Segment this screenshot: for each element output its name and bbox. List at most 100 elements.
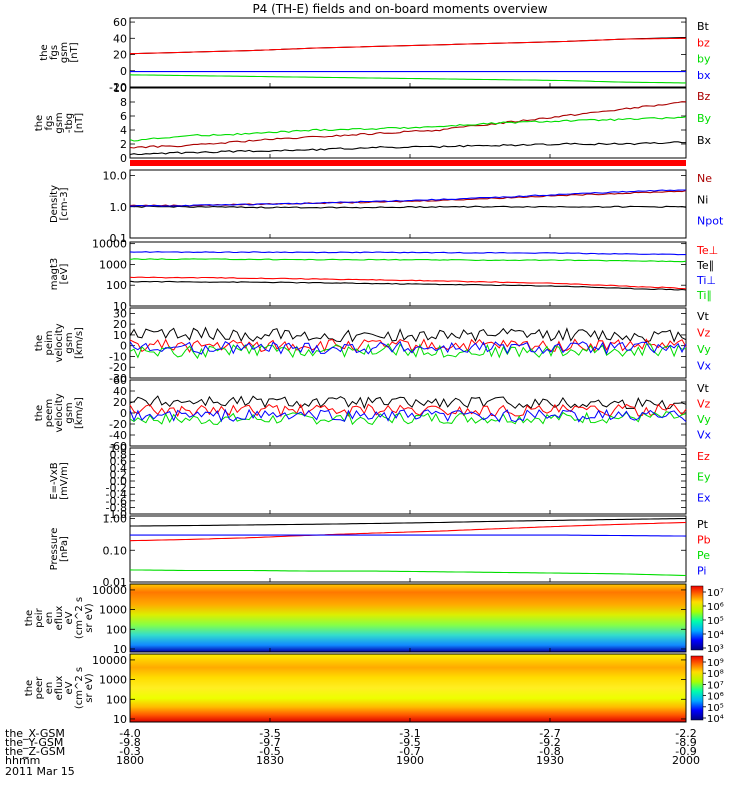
colorbar-tick-label: 10⁷ bbox=[707, 680, 724, 691]
legend-Ez: Ez bbox=[697, 450, 710, 463]
y-axis-label: thefgsgsm-tbg[nT] bbox=[34, 112, 85, 133]
y-tick-label: -10 bbox=[109, 350, 127, 363]
y-axis-label: Pressure[nPa] bbox=[49, 528, 70, 571]
y-tick-label: 0.01 bbox=[103, 576, 128, 589]
xgsm-val-1: -3.5 bbox=[259, 727, 280, 740]
xgsm-val-4: -2.2 bbox=[675, 727, 696, 740]
flag-bar bbox=[130, 160, 686, 166]
legend-Te⊥: Te⊥ bbox=[696, 244, 718, 257]
series-Bz bbox=[129, 101, 687, 149]
y-tick-label: 1.0 bbox=[110, 201, 128, 214]
y-tick-label: -30 bbox=[109, 372, 127, 385]
y-tick-label: 0 bbox=[120, 340, 127, 353]
x-row-label-xgsm: the_X-GSM bbox=[5, 727, 65, 740]
y-tick-label: 1000 bbox=[99, 258, 127, 271]
y-tick-label: 1000 bbox=[99, 674, 127, 687]
series-Ni bbox=[129, 205, 687, 209]
ygsm-val-0: -9.8 bbox=[119, 736, 140, 749]
legend-Vt: Vt bbox=[697, 382, 710, 395]
legend-by: by bbox=[697, 53, 711, 66]
series-Vy bbox=[129, 411, 687, 426]
zgsm-val-3: -0.8 bbox=[539, 745, 560, 758]
legend-By: By bbox=[697, 112, 712, 125]
y-axis-label: Density[cm-3] bbox=[49, 185, 70, 223]
series-Npot bbox=[130, 189, 687, 207]
y-tick-label: 0 bbox=[120, 152, 127, 165]
panels: 6040200-20thefgsgsm[nT]Btbzbybx1086420th… bbox=[24, 16, 724, 726]
colorbar-tick-label: 10⁴ bbox=[707, 714, 724, 725]
footer-date: 2011 Mar 15 bbox=[5, 765, 75, 778]
series-Vt bbox=[129, 326, 687, 343]
series-Ti∥ bbox=[129, 258, 687, 263]
x-row-label-ygsm: the_Y-GSM bbox=[5, 736, 63, 749]
y-tick-label: 8 bbox=[120, 96, 127, 109]
legend-Te∥: Te∥ bbox=[696, 259, 714, 272]
y-tick-label: 60 bbox=[113, 374, 127, 387]
hhmm-val-2: 1900 bbox=[396, 754, 424, 767]
series-Pi bbox=[130, 534, 687, 537]
legend-Bx: Bx bbox=[697, 134, 712, 147]
legend-Ti∥: Ti∥ bbox=[696, 289, 712, 302]
series-Bx bbox=[129, 141, 686, 156]
y-tick-label: 0.8 bbox=[110, 449, 128, 462]
legend-Ne: Ne bbox=[697, 172, 712, 185]
y-axis-label: thepeerenefluxeV(cm^2 ssr eV) bbox=[24, 667, 95, 709]
legend-Bz: Bz bbox=[697, 90, 711, 103]
series-Te∥ bbox=[129, 280, 687, 291]
colorbar-tick-label: 10⁹ bbox=[707, 658, 724, 669]
legend-Ti⊥: Ti⊥ bbox=[696, 274, 716, 287]
y-tick-label: 1000 bbox=[99, 604, 127, 617]
figure-title: P4 (TH-E) fields and on-board moments ov… bbox=[252, 2, 547, 16]
y-tick-label: 0.10 bbox=[103, 544, 128, 557]
y-tick-label: -0.4 bbox=[106, 488, 127, 501]
legend-Vz: Vz bbox=[697, 398, 711, 411]
zgsm-val-1: -0.5 bbox=[259, 745, 280, 758]
legend-Pb: Pb bbox=[697, 534, 711, 547]
x-axis-labels: the_X-GSM the_Y-GSM the_Z-GSM hhmm 2011 … bbox=[5, 727, 700, 778]
y-tick-label: -60 bbox=[109, 440, 127, 453]
panel-frame bbox=[129, 169, 687, 239]
y-tick-label: 0.6 bbox=[110, 455, 128, 468]
hhmm-val-0: 1800 bbox=[116, 754, 144, 767]
y-tick-label: 10 bbox=[113, 82, 127, 95]
xgsm-val-3: -2.7 bbox=[539, 727, 560, 740]
hhmm-val-4: 2000 bbox=[672, 754, 700, 767]
legend-Vt: Vt bbox=[697, 310, 710, 323]
panel-frame bbox=[129, 17, 687, 88]
legend-Vx: Vx bbox=[697, 360, 712, 373]
colorbar-tick-label: 10⁸ bbox=[707, 669, 724, 680]
series-bz bbox=[129, 37, 686, 55]
legend-Vy: Vy bbox=[697, 413, 711, 426]
y-tick-label: 20 bbox=[113, 318, 127, 331]
y-tick-label: 1.0 bbox=[110, 442, 128, 455]
panel-frame bbox=[129, 307, 687, 379]
legend-Npot: Npot bbox=[697, 215, 724, 228]
heatmap-10 bbox=[130, 654, 686, 722]
ygsm-val-4: -8.9 bbox=[675, 736, 696, 749]
y-tick-label: 10000 bbox=[92, 654, 127, 667]
colorbar-gradient bbox=[690, 585, 704, 651]
y-tick-label: 4 bbox=[120, 124, 127, 137]
y-tick-label: 100 bbox=[106, 623, 127, 636]
series-Pb bbox=[129, 521, 687, 542]
y-tick-label: 100 bbox=[106, 279, 127, 292]
legend-bz: bz bbox=[697, 36, 710, 49]
y-tick-label: 0.0 bbox=[110, 475, 128, 488]
legend-Vx: Vx bbox=[697, 429, 712, 442]
legend-Pt: Pt bbox=[697, 518, 709, 531]
panel-7: 1.00.80.60.40.20.0-0.2-0.4-0.6-0.8-1.0 E=… bbox=[49, 442, 711, 521]
legend-Ex: Ex bbox=[697, 491, 711, 504]
zgsm-val-2: -0.7 bbox=[399, 745, 420, 758]
colorbar-tick-label: 10⁵ bbox=[707, 703, 724, 714]
ygsm-val-2: -9.5 bbox=[399, 736, 420, 749]
y-axis-label: thepeirenefluxeV(cm^2 ssr eV) bbox=[24, 597, 95, 639]
y-tick-label: 0.4 bbox=[110, 462, 128, 475]
hhmm-val-3: 1930 bbox=[536, 754, 564, 767]
panel-frame bbox=[129, 515, 687, 583]
y-tick-label: 10.0 bbox=[103, 170, 128, 183]
y-tick-label: -20 bbox=[109, 81, 127, 94]
y-tick-label: 10000 bbox=[92, 584, 127, 597]
series-Te⊥ bbox=[129, 276, 687, 290]
